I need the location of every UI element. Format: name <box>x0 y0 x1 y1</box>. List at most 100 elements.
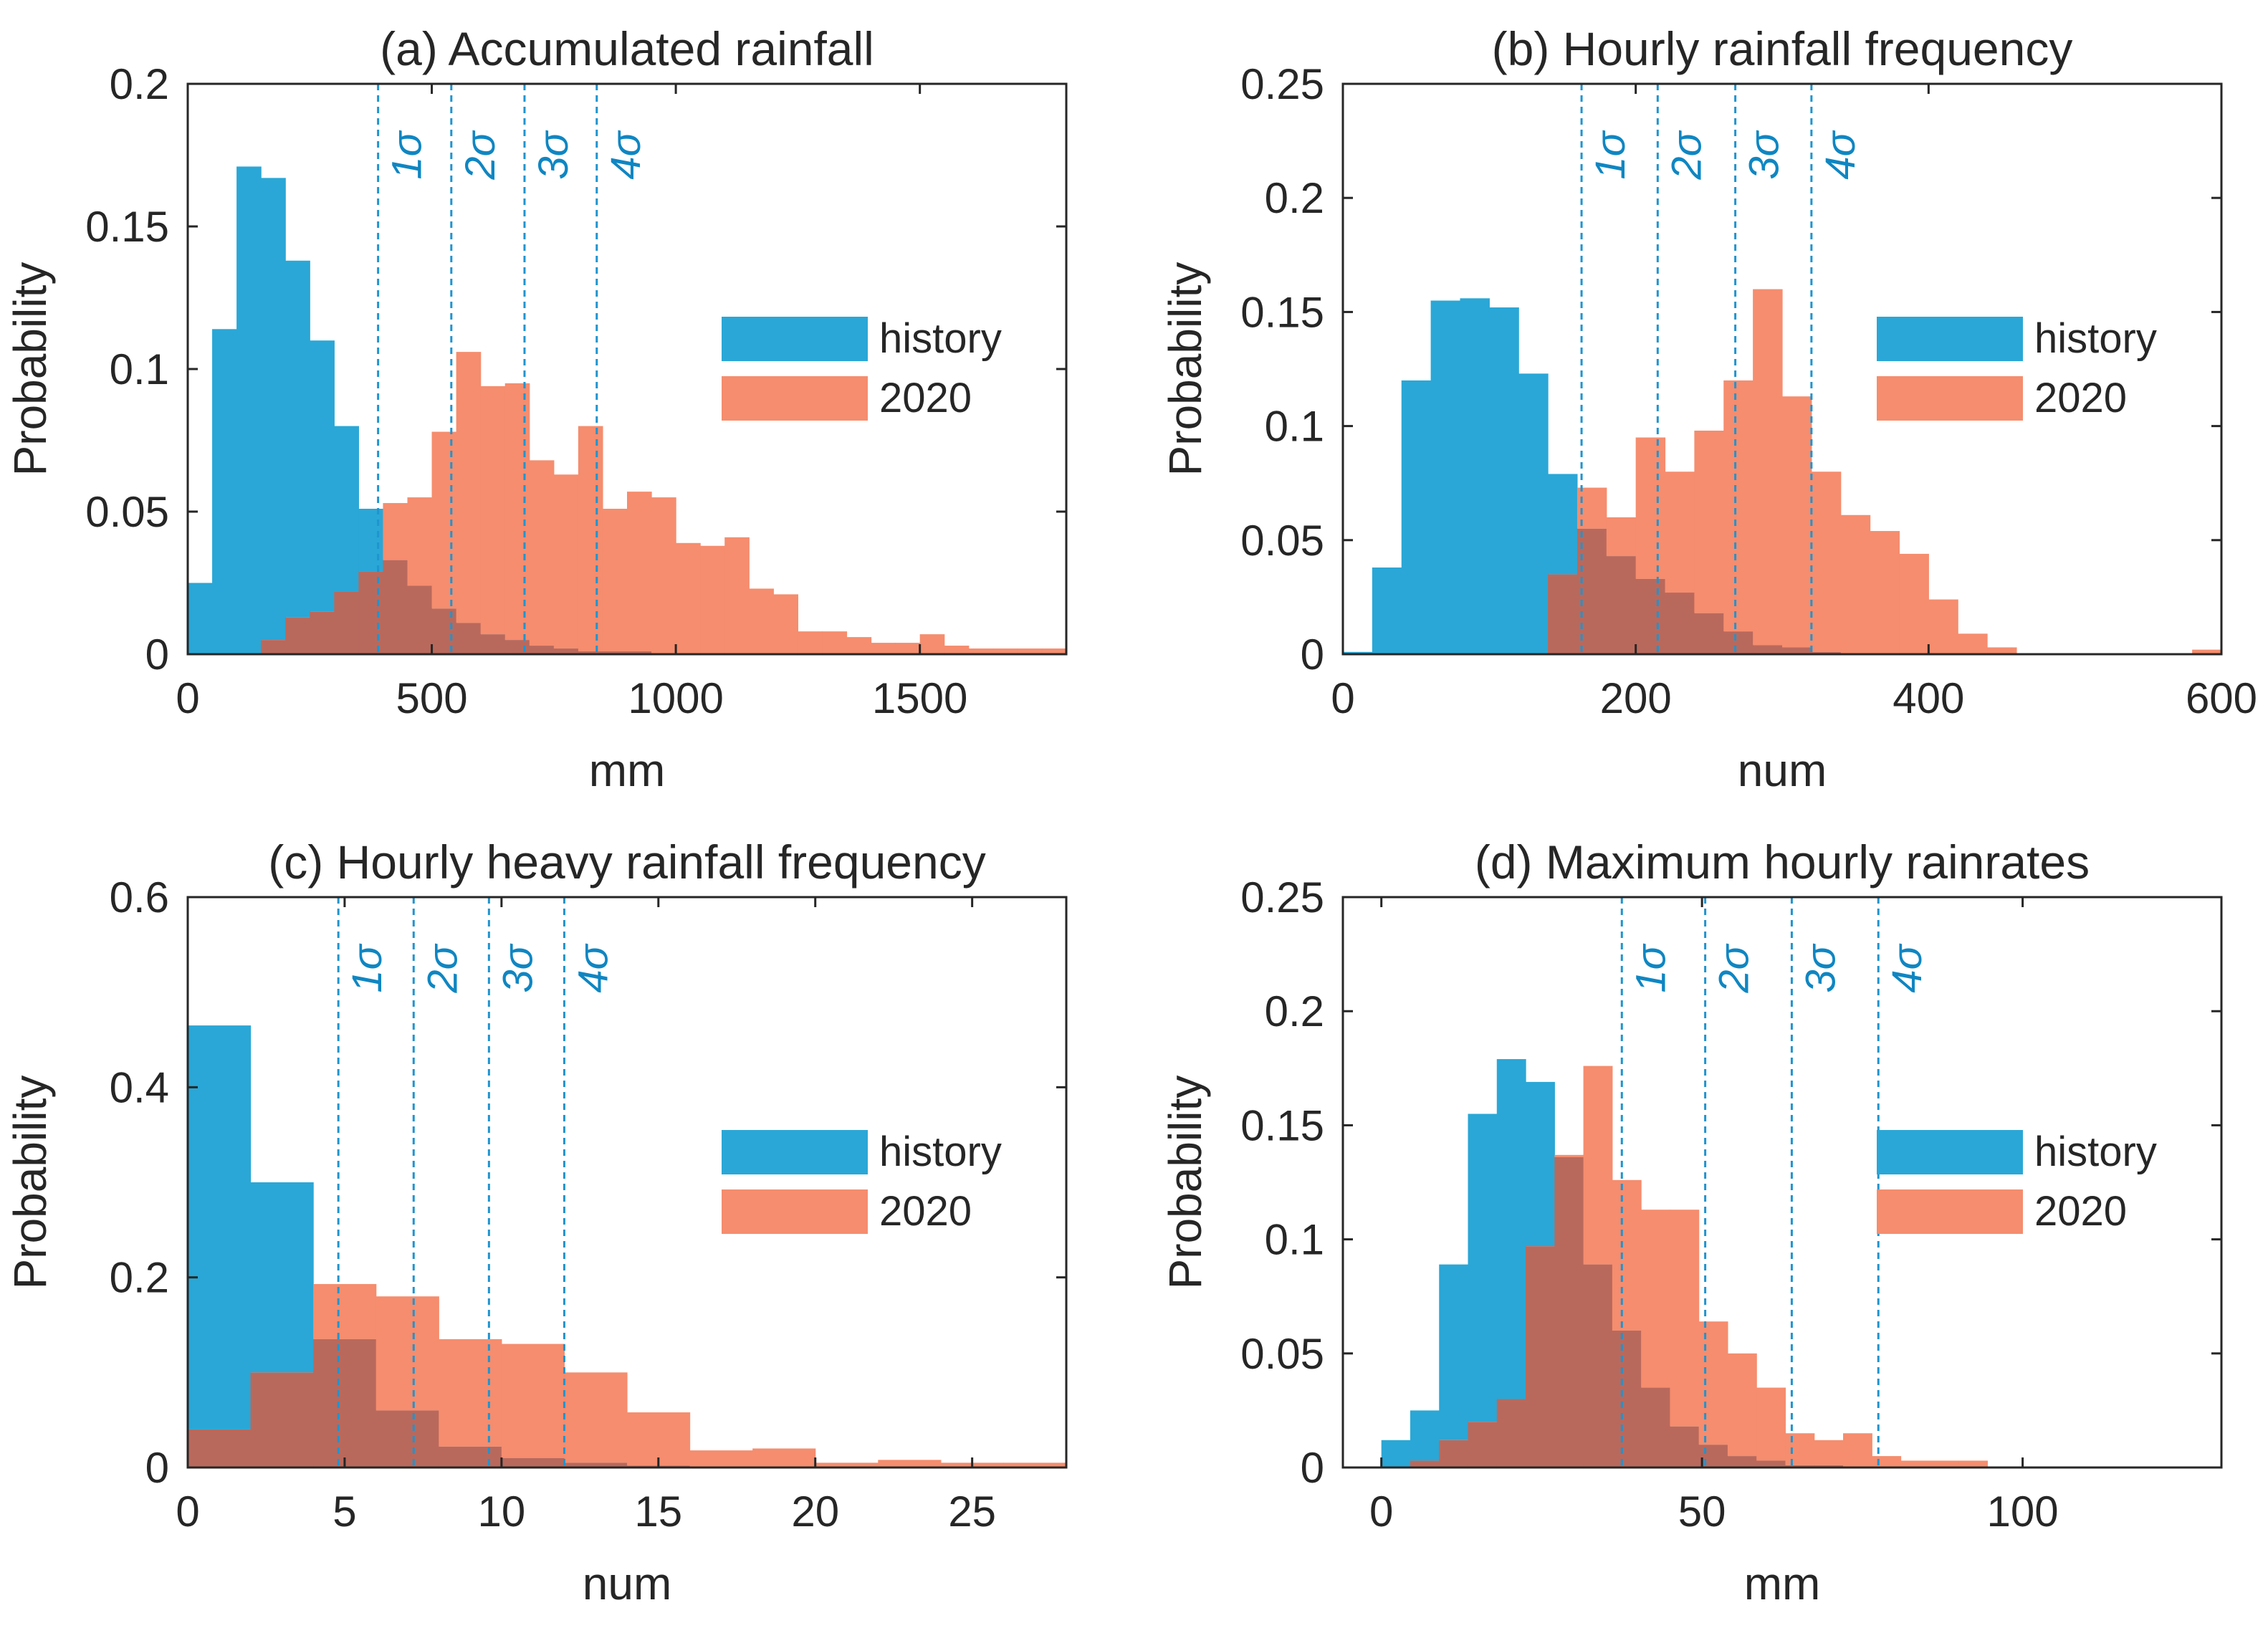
overlap-bar <box>1814 1465 1844 1467</box>
overlap-bar <box>480 634 506 654</box>
bar-2020 <box>1899 553 1929 654</box>
overlap-bar <box>334 591 359 654</box>
panel-3: 1σ 2σ 3σ 4σ 0 5 10 15 20 25 0 0.2 0.4 0.6 (c) Hourly h… <box>4 835 1068 1609</box>
bar-2020 <box>1756 1387 1786 1461</box>
bar-2020 <box>627 492 652 652</box>
overlap-bar <box>1670 1426 1700 1467</box>
x-tick-label: 400 <box>1893 674 1964 722</box>
chart-title: (d) Maximum hourly rainrates <box>1475 835 2090 889</box>
overlap-bar <box>578 651 603 654</box>
bar-2020 <box>1670 1210 1700 1427</box>
y-tick-label: 0.15 <box>1240 1101 1324 1149</box>
bar-2020 <box>724 537 750 654</box>
x-axis-label: num <box>583 1558 672 1609</box>
bar-2020 <box>1900 1460 1930 1467</box>
bar-2020 <box>773 594 798 654</box>
panel-1: 1σ 2σ 3σ 4σ 0 500 1000 1500 0 0.05 0.1 0.15 0.2 (a) A… <box>4 22 1068 796</box>
y-tick-label: 0 <box>145 1444 169 1492</box>
x-tick-label: 0 <box>1331 674 1354 722</box>
overlap-bar <box>1782 647 1812 654</box>
history-bar <box>212 329 237 654</box>
sigma-label-1: 1σ <box>344 943 391 992</box>
history-bar <box>334 426 359 592</box>
overlap-bar <box>602 651 628 654</box>
y-tick-label: 0.1 <box>110 345 169 393</box>
overlap-bar <box>627 651 652 654</box>
x-tick-label: 10 <box>477 1488 525 1536</box>
y-tick-label: 0.1 <box>1265 1216 1324 1264</box>
legend-swatch-history <box>722 1130 868 1174</box>
bar-2020 <box>1698 1321 1728 1445</box>
history-bar <box>1381 1440 1411 1467</box>
histogram-bars <box>188 166 1066 654</box>
history-bar <box>250 1182 314 1373</box>
y-tick-label: 0.2 <box>1265 987 1324 1035</box>
history-bar <box>1372 568 1402 654</box>
overlap-bar <box>313 1339 377 1467</box>
overlap-bar <box>1496 1399 1526 1467</box>
x-tick-label: 1000 <box>628 674 723 722</box>
x-tick-label: 15 <box>634 1488 682 1536</box>
legend-label-history: history <box>879 1129 1002 1175</box>
x-tick-label: 20 <box>791 1488 839 1536</box>
plot-frame <box>1341 896 2223 1469</box>
bar-2020 <box>564 1372 628 1463</box>
histogram-bars <box>188 1025 1066 1467</box>
bar-2020 <box>944 646 970 654</box>
overlap-bar <box>1583 1264 1613 1467</box>
bar-2020 <box>1843 1433 1872 1467</box>
sigma-label-2: 2σ <box>457 130 504 180</box>
bar-2020 <box>431 431 457 609</box>
legend-swatch-2020 <box>1877 376 2023 421</box>
chart-title: (a) Accumulated rainfall <box>380 22 874 75</box>
y-tick-label: 0 <box>1301 1444 1324 1492</box>
bar-2020 <box>627 1412 691 1466</box>
history-bar <box>1410 1410 1440 1461</box>
y-tick-label: 0.1 <box>1265 403 1324 451</box>
bar-2020 <box>1727 1353 1757 1457</box>
legend-label-history: history <box>879 315 1002 362</box>
overlap-bar <box>188 1429 252 1467</box>
overlap-bar <box>1554 1157 1584 1467</box>
history-bar <box>1489 307 1519 654</box>
overlap-bar <box>553 648 579 654</box>
y-tick-label: 0.2 <box>110 60 169 108</box>
legend-swatch-history <box>1877 1130 2023 1174</box>
overlap-bar <box>1811 651 1842 654</box>
bar-2020 <box>676 542 701 654</box>
y-axis-label: Probability <box>4 1076 56 1290</box>
overlap-bar <box>261 640 286 654</box>
bar-2020 <box>968 648 994 654</box>
y-tick-label: 0.25 <box>1240 873 1324 921</box>
bar-2020 <box>480 386 506 635</box>
legend: history 2020 <box>722 1129 1002 1235</box>
bar-2020 <box>992 648 1018 654</box>
axis-ticks <box>186 896 1066 1469</box>
bar-2020 <box>375 1296 439 1411</box>
x-tick-label: 0 <box>176 1488 199 1536</box>
overlap-bar <box>1698 1445 1728 1467</box>
bar-2020 <box>871 643 896 654</box>
bar-2020 <box>700 545 725 654</box>
legend-swatch-2020 <box>1877 1189 2023 1234</box>
overlap-bar <box>407 585 433 654</box>
overlap-bar <box>250 1372 314 1467</box>
overlap-bar <box>375 1410 439 1467</box>
legend-swatch-history <box>1877 317 2023 361</box>
x-tick-label: 0 <box>1369 1488 1393 1536</box>
bar-2020 <box>919 634 945 654</box>
legend: history 2020 <box>722 315 1002 421</box>
history-bar <box>1548 474 1578 575</box>
x-axis-label: num <box>1738 744 1827 796</box>
sigma-label-1: 1σ <box>384 130 431 179</box>
bar-2020 <box>456 352 482 623</box>
overlap-bar <box>1641 1387 1670 1467</box>
x-tick-label: 500 <box>396 674 468 722</box>
x-axis-label: mm <box>1744 1558 1821 1609</box>
bar-2020 <box>1929 1460 1959 1467</box>
bar-2020 <box>1987 647 2017 654</box>
y-axis-label: Probability <box>1159 1076 1211 1290</box>
overlap-bar <box>1606 556 1637 654</box>
overlap-bar <box>439 1446 502 1467</box>
overlap-bar <box>431 608 457 654</box>
